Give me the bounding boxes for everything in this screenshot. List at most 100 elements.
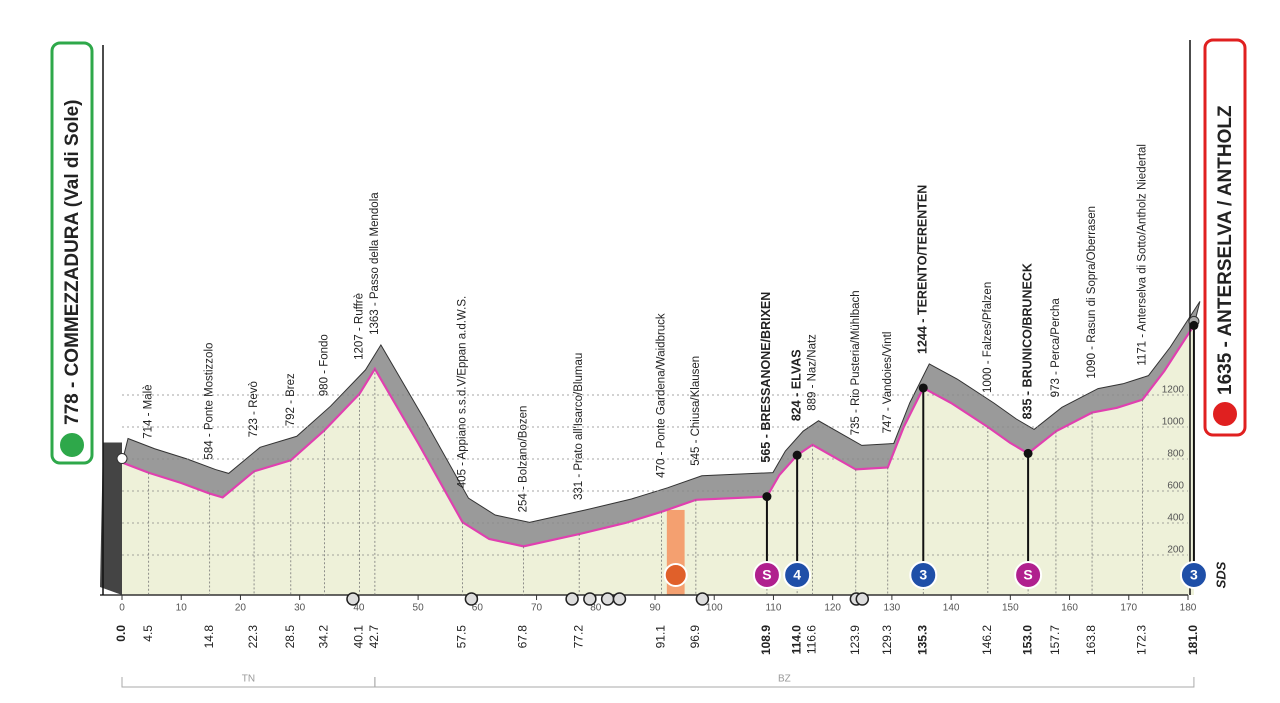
x-tick-label: 110 [765,603,781,614]
km-label: 28.5 [283,625,297,649]
x-tick-label: 90 [649,603,661,614]
x-tick-label: 140 [943,603,960,614]
start-icon [58,431,86,459]
x-tick-label: 0 [119,603,125,614]
place-name: 545 - Chiusa/Klausen [690,356,702,466]
place-name: 824 - ELVAS [789,349,803,421]
brand: SDS [1213,561,1228,588]
km-label: 123.9 [848,625,862,655]
kom-label: 3 [1190,567,1198,583]
sprints-icon [1014,561,1043,589]
km-label: 116.6 [805,625,819,654]
x-tick-label: 160 [1061,603,1078,614]
x-tick-label: 50 [413,603,425,614]
province-label: TN [242,674,255,685]
place-name: 584 - Ponte Mostizzolo [204,343,216,460]
sprints-label: S [762,567,771,583]
x-tick-label: 10 [176,603,188,614]
x-tick-label: 120 [824,603,841,614]
kom-icon [783,561,812,589]
km-label: 181.0 [1186,625,1200,655]
x-tick-label: 180 [1180,603,1197,614]
km-label: 14.8 [202,625,216,649]
km-label: 4.5 [141,625,155,642]
km-label: 129.3 [880,625,894,655]
y-tick-label: 800 [1167,449,1184,460]
place-name: 792 - Brez [285,373,297,426]
place-name: 889 - Naz/Natz [807,334,819,411]
icon-point [762,492,772,502]
province-label: BZ [778,674,791,685]
place-name: 835 - BRUNICO/BRUNECK [1020,263,1034,419]
sprints-label: S [1023,567,1032,583]
km-label: 172.3 [1135,625,1149,655]
profile-line [121,324,1195,548]
x-tick-label: 70 [531,603,543,614]
km-label: 96.9 [688,625,702,649]
x-tick-label: 170 [1120,603,1137,614]
place-name: 565 - BRESSANONE/BRIXEN [759,292,773,463]
place-name: 254 - Bolzano/Bozen [518,406,530,513]
icon-point [1023,448,1033,458]
finish-box [1203,38,1247,437]
kom-icon [1179,561,1208,589]
kom-label: 3 [919,567,927,583]
place-name: 714 - Malè [143,384,155,438]
x-tick-label: 100 [706,603,723,614]
place-name: 973 - Perca/Percha [1050,298,1062,398]
km-label: 157.7 [1048,625,1062,655]
marker [583,592,597,606]
marker [855,592,870,606]
km-label: 114.0 [789,625,803,655]
icon-point [1189,320,1199,330]
province-bracket [374,677,1195,688]
x-tick-label: 60 [472,603,484,614]
marker [565,592,579,606]
icon-point [918,383,928,393]
km-label: 34.2 [317,625,331,649]
icon-point [792,450,802,460]
place-name: 470 - Ponte Gardena/Waidbruck [656,313,668,478]
place-name: 980 - Fondo [319,334,331,396]
place-name: 747 - Vandoies/Vintl [882,332,894,434]
km-label: 0.0 [114,625,128,642]
km-label: 22.3 [246,625,260,649]
x-tick-label: 40 [353,603,365,614]
km-label: 40.1 [352,625,366,649]
place-name: 1090 - Rasun di Sopra/Oberrasen [1086,206,1098,379]
km-label: 42.7 [367,625,381,649]
kom-icon [909,561,938,589]
kom-label: 4 [793,567,801,583]
place-name: 723 - Revò [248,381,260,437]
finish-label: 1635 - ANTERSELVA / ANTHOLZ [1215,105,1236,395]
km-label: 146.2 [980,625,994,655]
km-label: 77.2 [571,625,585,649]
feed-icon [663,563,688,587]
km-label: 163.8 [1084,625,1098,655]
place-name: 1000 - Falzes/Pfalzen [982,282,994,393]
y-tick-label: 1200 [1162,385,1185,396]
start-box [50,41,94,465]
x-tick-label: 80 [590,603,602,614]
y-tick-label: 200 [1167,545,1184,556]
km-label: 67.8 [516,625,530,649]
x-tick-label: 20 [235,603,247,614]
marker [600,592,615,606]
marker [695,592,710,606]
marker [464,592,479,606]
start-label: 778 - COMMEZZADURA (Val di Sole) [62,100,83,426]
place-name: 735 - Rio Pusteria/Mühlbach [850,290,862,435]
y-tick-label: 600 [1167,481,1184,492]
km-label: 91.1 [654,625,668,649]
x-tick-label: 30 [294,603,306,614]
finish-icon [1211,400,1239,428]
start-dot [116,453,128,465]
y-tick-label: 1000 [1162,417,1185,428]
place-name: 1207 - Ruffrè [354,293,366,360]
start-wall [100,442,122,595]
place-name: 331 - Prato all'Isarco/Blumau [573,353,585,500]
sprints-icon [752,561,781,589]
y-tick-label: 400 [1167,513,1184,524]
km-label: 135.3 [915,625,929,655]
